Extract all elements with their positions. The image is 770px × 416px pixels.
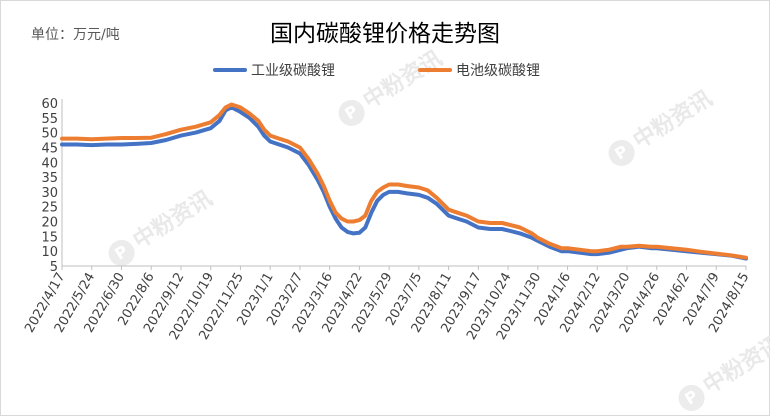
y-tick-label: 25 <box>41 201 58 216</box>
legend-label: 电池级碳酸锂 <box>456 63 540 79</box>
y-tick-label: 60 <box>41 97 58 112</box>
series-line-industrial <box>60 105 748 261</box>
y-tick-label: 35 <box>41 171 58 186</box>
y-tick-label: 20 <box>41 216 58 231</box>
y-tick-label: 45 <box>41 141 58 156</box>
y-tick-label: 10 <box>41 245 58 260</box>
y-tick-label: 55 <box>41 112 58 127</box>
y-tick-label: 30 <box>41 186 58 201</box>
y-tick-label: 5 <box>50 260 58 275</box>
chart-title: 国内碳酸锂价格走势图 <box>270 21 500 47</box>
y-tick-label: 15 <box>41 230 58 245</box>
y-tick-label: 40 <box>41 156 58 171</box>
series-lines <box>60 102 748 261</box>
legend-label: 工业级碳酸锂 <box>251 63 335 79</box>
y-tick-label: 50 <box>41 127 58 142</box>
series-line-battery <box>60 102 748 260</box>
axes: 510152025303540455055602022/4/172022/5/2… <box>22 97 752 343</box>
legend: 工业级碳酸锂 电池级碳酸锂 <box>213 63 540 79</box>
unit-label: 单位：万元/吨 <box>31 27 120 43</box>
